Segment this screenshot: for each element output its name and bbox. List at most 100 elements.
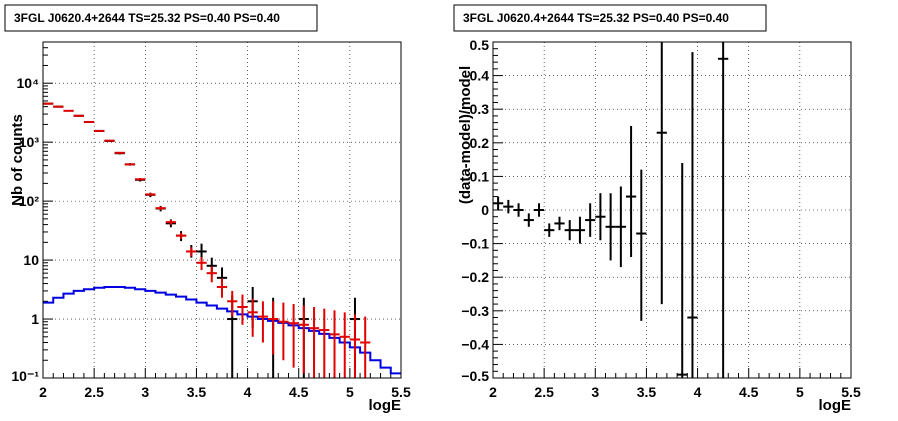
model-point [94,129,105,132]
left-y-tick-label: 10³ [19,134,40,150]
left-y-axis-title: Nb of counts [9,114,26,206]
right-title: 3FGL J0620.4+2644 TS=25.32 PS=0.40 PS=0.… [463,11,729,25]
residual-point [493,196,504,210]
model-point [360,316,371,378]
right-x-tick-label: 4 [694,384,702,400]
residual-point [677,162,688,378]
model-point [349,314,361,378]
model-point [288,303,299,368]
right-y-tick-label: −0.1 [461,236,489,252]
model-point [237,294,248,325]
model-point [114,151,125,154]
residual-point [625,126,637,258]
left-y-tick-label: 10⁻¹ [11,368,39,384]
model-step-line [43,285,401,375]
right-y-tick-label: 0.2 [470,135,490,151]
model-point [83,120,95,123]
left-x-tick-labels: 2 2.5 3 3.5 4 4.5 5 5.5 [39,384,411,400]
right-x-tick-label: 3.5 [637,384,657,400]
residual-point [574,216,586,244]
model-point [175,232,187,239]
model-point [43,102,54,105]
model-point [268,301,279,355]
right-y-tick-label: 0.4 [470,68,490,84]
right-x-tick-label: 3 [591,384,599,400]
model-point [135,178,146,181]
right-y-axis-title: (data-model)/model [457,66,474,204]
right-x-tick-label: 5 [796,384,804,400]
left-x-tick-label: 3 [141,384,149,400]
left-x-tick-label: 4 [244,384,252,400]
residual-point [503,199,514,214]
model-point [155,206,166,210]
left-x-tick-label: 5.5 [391,384,411,400]
right-y-tick-label: 0.3 [470,101,490,117]
left-x-tick-label: 4.5 [289,384,309,400]
model-point [216,278,228,298]
residual-point [523,213,534,227]
model-point [165,219,176,225]
residual-point [718,42,729,378]
right-x-tick-label: 4.5 [739,384,759,400]
left-y-tick-labels: 10⁻¹ 1 10 10² 10³ 10⁴ [11,75,39,384]
model-point [308,307,320,378]
residual-point [605,193,616,261]
left-x-tick-label: 3.5 [187,384,207,400]
residual-point [615,186,626,268]
residual-point [554,216,565,231]
model-point [145,193,156,196]
model-point [53,105,64,108]
right-y-tick-label: 0.5 [470,37,490,53]
residual-point [687,52,698,378]
model-point [186,247,197,257]
left-title-box [4,4,318,32]
right-x-axis-title: logE [819,397,852,414]
model-point [298,305,309,374]
model-point [63,109,74,112]
model-point [278,302,289,361]
residual-point [636,169,647,321]
left-title: 3FGL J0620.4+2644 TS=25.32 PS=0.40 PS=0.… [14,11,280,25]
right-y-tick-label: −0.2 [461,269,489,285]
left-grid [43,42,401,378]
left-ticks [42,41,402,379]
right-y-tick-label: −0.4 [461,336,489,352]
model-point [124,163,136,166]
residual-point [585,203,596,237]
right-x-tick-label: 5.5 [841,384,861,400]
model-point [73,114,84,117]
residual-point [513,203,524,217]
right-y-tick-labels: −0.5 −0.4 −0.3 −0.2 −0.1 0 0.1 0.2 0.3 0.4 0.5 [461,37,489,384]
right-x-tick-label: 2 [489,384,497,400]
left-x-tick-label: 5 [346,384,354,400]
residual-point [656,42,667,305]
left-y-tick-label: 10² [19,193,40,209]
right-title-box [453,4,767,32]
residual-point [533,203,545,217]
right-y-tick-label: −0.5 [461,368,489,384]
left-x-tick-label: 2 [39,384,47,400]
right-grid [493,42,851,378]
left-y-tick-label: 10 [23,252,39,268]
left-y-tick-label: 1 [31,311,39,327]
left-frame [42,41,402,379]
right-ticks [492,41,852,379]
model-point [206,266,217,283]
model-point [257,301,269,343]
left-x-axis-title: logE [369,397,402,414]
residual-point [544,223,555,237]
model-point [319,308,330,378]
model-point [339,312,350,378]
right-y-tick-label: 0.1 [470,168,490,184]
left-x-tick-label: 2.5 [84,384,104,400]
right-plot-area [493,42,729,378]
model-point [329,310,340,378]
left-panel: 3FGL J0620.4+2644 TS=25.32 PS=0.40 PS=0.… [4,4,411,414]
model-point [196,256,207,270]
right-y-tick-label: 0 [481,202,489,218]
right-x-tick-labels: 2 2.5 3 3.5 4 4.5 5 5.5 [489,384,861,400]
left-plot-area [43,102,401,378]
model-point [104,139,115,142]
